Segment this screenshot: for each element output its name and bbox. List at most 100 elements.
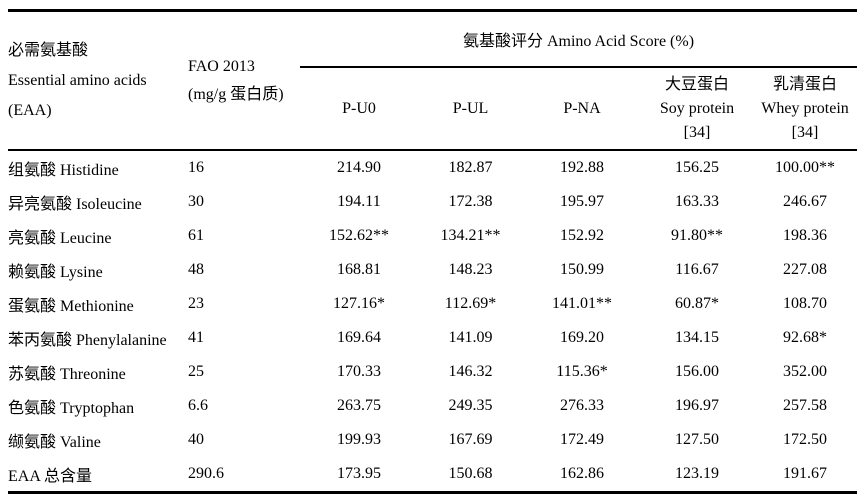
header-whey-protein: 乳清蛋白 Whey protein [34] <box>753 67 857 151</box>
score-value: 169.64 <box>337 329 381 346</box>
header-whey-zh: 乳清蛋白 <box>772 75 837 93</box>
score-value: 182.87 <box>448 159 493 176</box>
header-whey-ref: [34] <box>791 123 819 141</box>
fao-reference-value: 6.6 <box>188 397 208 414</box>
score-value: 168.81 <box>337 261 381 278</box>
header-soy-ref: [34] <box>683 123 711 141</box>
fao-reference-value: 40 <box>188 431 204 448</box>
score-value: 123.19 <box>675 465 719 482</box>
table-row: 缬氨酸 Valine 40 199.93 167.69 172.49 127.50 172.… <box>8 423 857 457</box>
amino-acid-name: 赖氨酸 Lysine <box>8 264 103 281</box>
page: 必需氨基酸 Essential amino acids (EAA) FAO 20… <box>0 9 865 500</box>
score-value: 141.01** <box>552 295 612 312</box>
score-value: 198.36 <box>783 227 827 244</box>
score-value: 92.68* <box>783 329 827 346</box>
score-value: 60.87* <box>675 295 719 312</box>
score-value: 152.62** <box>329 227 389 244</box>
score-value: 194.11 <box>337 193 381 210</box>
header-soy-en: Soy protein <box>659 99 735 117</box>
score-value: 249.35 <box>448 397 493 414</box>
score-value: 116.67 <box>675 261 719 278</box>
score-value: 112.69* <box>444 295 497 312</box>
table-row: 苏氨酸 Threonine 25 170.33 146.32 115.36* 156.00… <box>8 355 857 389</box>
score-value: 115.36* <box>556 363 608 380</box>
amino-acid-name: 蛋氨酸 Methionine <box>8 298 134 315</box>
header-soy-protein: 大豆蛋白 Soy protein [34] <box>641 67 753 151</box>
header-p-na: P-NA <box>523 67 641 151</box>
table-row: 赖氨酸 Lysine 48 168.81 148.23 150.99 116.67 227.… <box>8 253 857 287</box>
table-row: 亮氨酸 Leucine 61 152.62** 134.21** 152.92 91.80… <box>8 219 857 253</box>
table-row: EAA 总含量 290.6 173.95 150.68 162.86 123.19 191.… <box>8 457 857 493</box>
amino-acid-name: 苏氨酸 Threonine <box>8 366 126 383</box>
score-value: 108.70 <box>783 295 827 312</box>
score-value: 263.75 <box>337 397 381 414</box>
score-value: 127.16* <box>333 295 385 312</box>
amino-acid-name: 缬氨酸 Valine <box>8 434 101 451</box>
amino-acid-name: EAA 总含量 <box>8 468 93 485</box>
table-body: 组氨酸 Histidine 16 214.90 182.87 192.88 156.25 1… <box>8 150 857 493</box>
score-value: 167.69 <box>448 431 493 448</box>
score-value: 276.33 <box>560 397 604 414</box>
table-row: 苯丙氨酸 Phenylalanine 41 169.64 141.09 169.20 13… <box>8 321 857 355</box>
fao-reference-value: 290.6 <box>188 465 224 482</box>
amino-acid-score-table: 必需氨基酸 Essential amino acids (EAA) FAO 20… <box>8 9 857 494</box>
header-p-u0: P-U0 <box>300 67 418 151</box>
score-value: 156.25 <box>675 159 719 176</box>
header-soy-zh: 大豆蛋白 <box>664 75 729 93</box>
fao-reference-value: 61 <box>188 227 204 244</box>
score-value: 257.58 <box>783 397 827 414</box>
table-row: 蛋氨酸 Methionine 23 127.16* 112.69* 141.01** 60… <box>8 287 857 321</box>
header-eaa-zh: 必需氨基酸 <box>8 41 89 59</box>
score-value: 162.86 <box>560 465 604 482</box>
fao-reference-value: 41 <box>188 329 204 346</box>
header-fao-line1: FAO 2013 <box>188 57 255 75</box>
fao-reference-value: 16 <box>188 159 204 176</box>
header-eaa-en: Essential amino acids <box>8 71 147 89</box>
score-value: 214.90 <box>337 159 381 176</box>
score-value: 150.68 <box>448 465 493 482</box>
table-header: 必需氨基酸 Essential amino acids (EAA) FAO 20… <box>8 10 857 151</box>
score-value: 172.49 <box>560 431 604 448</box>
score-value: 134.21** <box>440 227 501 244</box>
score-value: 173.95 <box>337 465 381 482</box>
score-value: 150.99 <box>560 261 604 278</box>
header-essential-amino-acids: 必需氨基酸 Essential amino acids (EAA) <box>8 10 188 151</box>
score-value: 227.08 <box>783 261 827 278</box>
amino-acid-name: 异亮氨酸 Isoleucine <box>8 196 142 213</box>
score-value: 134.15 <box>675 329 719 346</box>
score-value: 170.33 <box>337 363 381 380</box>
score-value: 192.88 <box>560 159 604 176</box>
amino-acid-name: 组氨酸 Histidine <box>8 162 119 179</box>
score-value: 246.67 <box>783 193 827 210</box>
header-fao-line2: (mg/g 蛋白质) <box>188 85 284 103</box>
score-value: 352.00 <box>783 363 827 380</box>
table-row: 组氨酸 Histidine 16 214.90 182.87 192.88 156.25 1… <box>8 150 857 185</box>
score-value: 172.38 <box>448 193 493 210</box>
score-value: 148.23 <box>448 261 493 278</box>
score-value: 100.00** <box>775 159 835 176</box>
score-value: 172.50 <box>783 431 827 448</box>
header-amino-acid-score-group: 氨基酸评分 Amino Acid Score (%) <box>300 10 857 68</box>
fao-reference-value: 48 <box>188 261 204 278</box>
amino-acid-name: 苯丙氨酸 Phenylalanine <box>8 332 167 349</box>
score-value: 91.80** <box>671 227 723 244</box>
amino-acid-name: 色氨酸 Tryptophan <box>8 400 135 417</box>
header-eaa-abbr: (EAA) <box>8 101 52 119</box>
score-value: 141.09 <box>448 329 493 346</box>
score-value: 127.50 <box>675 431 719 448</box>
table-row: 异亮氨酸 Isoleucine 30 194.11 172.38 195.97 163.3… <box>8 185 857 219</box>
score-value: 169.20 <box>560 329 604 346</box>
score-value: 196.97 <box>675 397 719 414</box>
score-value: 152.92 <box>560 227 604 244</box>
score-value: 191.67 <box>783 465 827 482</box>
header-p-ul: P-UL <box>418 67 523 151</box>
score-value: 156.00 <box>675 363 719 380</box>
amino-acid-name: 亮氨酸 Leucine <box>8 230 112 247</box>
table-row: 色氨酸 Tryptophan 6.6 263.75 249.35 276.33 196.9… <box>8 389 857 423</box>
score-value: 146.32 <box>448 363 493 380</box>
score-value: 195.97 <box>560 193 604 210</box>
header-whey-en: Whey protein <box>761 99 849 117</box>
header-fao-2013: FAO 2013 (mg/g 蛋白质) <box>188 10 300 151</box>
fao-reference-value: 23 <box>188 295 204 312</box>
fao-reference-value: 25 <box>188 363 204 380</box>
